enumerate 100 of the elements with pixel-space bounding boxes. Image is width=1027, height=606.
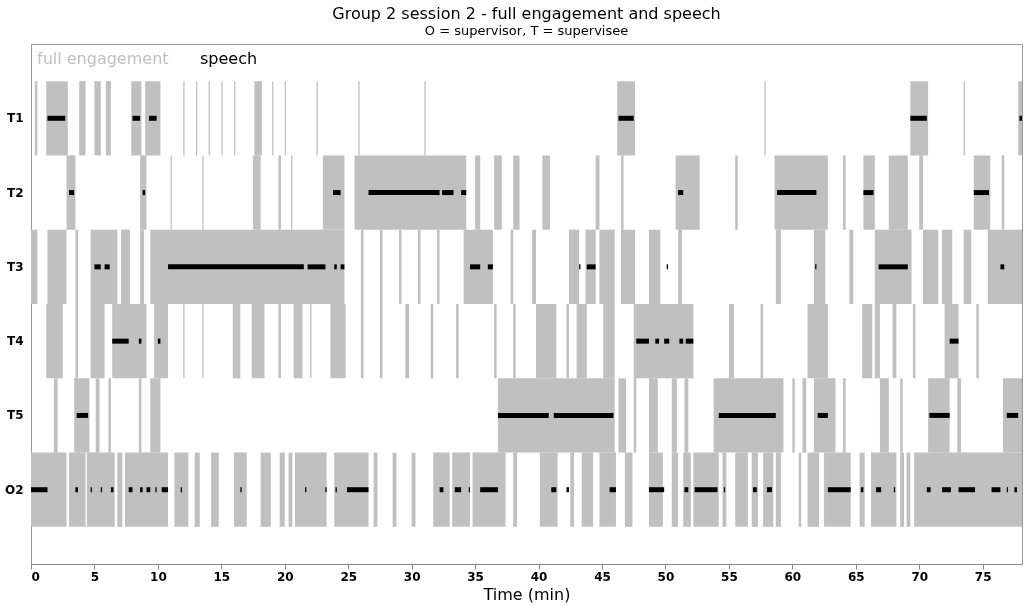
x-tick-label: 0	[31, 569, 40, 584]
bar	[307, 264, 326, 270]
x-tick-label: 25	[340, 569, 358, 584]
y-tick-label: T5	[6, 408, 24, 423]
bar	[566, 487, 570, 493]
bar	[963, 229, 972, 304]
bar	[494, 155, 502, 230]
y-tick-label: T2	[6, 185, 24, 200]
series-label: full engagement	[37, 49, 169, 68]
bar	[532, 229, 537, 304]
text: speech	[200, 49, 258, 68]
bar	[718, 412, 776, 418]
bar	[461, 190, 467, 196]
bar	[817, 412, 828, 418]
x-tick-label: 65	[847, 569, 865, 584]
bar	[923, 229, 939, 304]
bar	[976, 304, 979, 379]
x-tick-label: 20	[276, 569, 294, 584]
bar	[973, 190, 990, 196]
bar	[279, 452, 285, 527]
bar	[958, 487, 976, 493]
bar	[863, 190, 874, 196]
x-tick-label: 5	[90, 569, 100, 584]
bar	[470, 264, 481, 270]
bar	[1000, 264, 1005, 270]
bar	[551, 487, 557, 493]
x-axis-title: Time (min)	[482, 584, 571, 604]
bar	[926, 487, 931, 493]
bar	[1018, 81, 1022, 156]
bar	[859, 452, 865, 527]
bar	[991, 487, 1001, 493]
bar	[69, 190, 75, 196]
bar	[513, 155, 520, 230]
bar	[174, 452, 189, 527]
bar	[694, 487, 718, 493]
x-tick-label: 15	[213, 569, 231, 584]
x-tick-label: 10	[150, 569, 167, 584]
y-tick-label: T4	[6, 334, 24, 349]
bar	[648, 487, 665, 493]
x-tick-label: 45	[594, 569, 611, 584]
bar	[678, 190, 684, 196]
bar	[140, 487, 143, 493]
bar	[294, 452, 327, 527]
bar	[862, 304, 873, 379]
bar	[31, 229, 38, 304]
x-tick-label: 55	[721, 569, 738, 584]
bar	[843, 155, 846, 230]
bar	[777, 190, 817, 196]
bar	[132, 115, 141, 121]
bar	[117, 452, 123, 527]
bar	[442, 190, 454, 196]
x-tick-label: 60	[784, 569, 802, 584]
x-tick-label: 75	[974, 569, 992, 584]
x-tick-label: 35	[467, 569, 484, 584]
bar	[684, 487, 689, 493]
bar	[94, 264, 101, 270]
bar	[494, 304, 497, 379]
bar	[863, 155, 875, 230]
bar	[112, 338, 129, 344]
chart-subtitle: O = supervisor, T = supervisee	[424, 23, 629, 38]
bar	[161, 487, 169, 493]
bar	[766, 487, 773, 493]
bar	[480, 487, 498, 493]
bar	[586, 264, 596, 270]
bar	[542, 155, 550, 230]
bar	[878, 264, 908, 270]
bar	[636, 338, 649, 344]
bar	[685, 338, 694, 344]
bar	[79, 81, 86, 156]
bar	[618, 115, 634, 121]
bar	[655, 338, 660, 344]
bar	[553, 412, 614, 418]
bar	[211, 452, 219, 527]
bar	[929, 412, 950, 418]
bar	[31, 487, 48, 493]
bar	[104, 264, 110, 270]
bar	[664, 338, 670, 344]
bar	[75, 487, 78, 493]
bar	[94, 81, 101, 156]
bar	[802, 378, 807, 453]
bar	[792, 378, 795, 453]
bar	[487, 264, 493, 270]
bar	[679, 338, 684, 344]
y-tick-label: T3	[6, 259, 24, 274]
bar	[942, 487, 951, 493]
bar	[346, 487, 369, 493]
bar	[76, 412, 89, 418]
bar	[194, 452, 200, 527]
x-tick-label: 30	[403, 569, 421, 584]
bar	[849, 229, 854, 304]
bar	[168, 264, 304, 270]
bar	[234, 452, 247, 527]
bar	[149, 115, 157, 121]
bar	[1019, 115, 1022, 121]
bar	[332, 190, 341, 196]
bar	[260, 452, 271, 527]
bar	[368, 190, 440, 196]
bar	[949, 338, 959, 344]
bar	[47, 115, 66, 121]
x-tick-label: 50	[657, 569, 675, 584]
